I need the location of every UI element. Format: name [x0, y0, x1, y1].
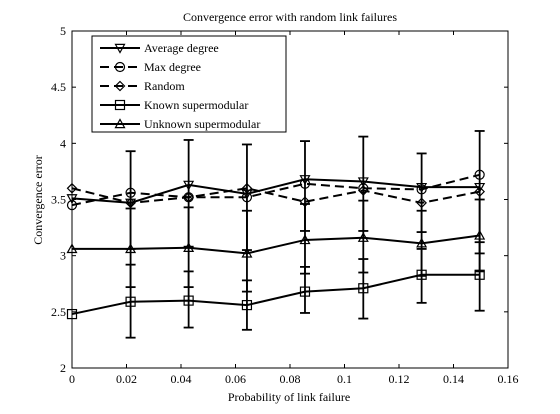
marker-random-6 — [416, 197, 427, 209]
y-tick-label-3: 3.5 — [51, 193, 66, 207]
legend-marker-unknown-supermodular — [114, 118, 126, 129]
marker-unknown-supermodular-2 — [183, 242, 195, 253]
series-markers-group — [66, 169, 486, 320]
x-tick-label-8: 0.16 — [498, 372, 519, 386]
marker-unknown-supermodular-1 — [125, 243, 137, 254]
series-line-average-degree — [71, 178, 480, 204]
legend-marker-random — [114, 80, 126, 92]
x-tick-label-0: 0 — [69, 372, 75, 386]
axes-group: 0 0.02 0.04 0.06 0.08 0.1 0.12 0.14 0.16 2 2.5 3 3.5… — [51, 24, 519, 386]
marker-random-3 — [241, 182, 253, 194]
chart-title: Convergence error with random link failu… — [183, 10, 397, 24]
legend-label-max-degree: Max degree — [144, 60, 201, 74]
legend-marker-max-degree — [114, 61, 126, 73]
series-line-max-degree — [71, 173, 480, 207]
x-tick-label-3: 0.06 — [225, 372, 246, 386]
legend: Average degree Max degree Random Known supe… — [91, 35, 287, 133]
marker-average-degree-6 — [416, 182, 428, 193]
marker-random-5 — [357, 185, 369, 196]
marker-unknown-supermodular-6 — [416, 237, 428, 248]
series-line-known-supermodular — [71, 273, 480, 316]
legend-label-unknown-supermodular: Unknown supermodular — [144, 117, 260, 131]
series-lines-group — [71, 173, 480, 316]
marker-known-supermodular-6 — [416, 269, 427, 280]
legend-label-average-degree: Average degree — [144, 41, 219, 55]
marker-unknown-supermodular-3 — [241, 247, 253, 258]
x-tick-label-1: 0.02 — [116, 372, 137, 386]
series-line-random — [71, 187, 480, 204]
y-tick-label-0: 2 — [60, 361, 66, 375]
marker-random-2 — [183, 191, 194, 203]
x-tick-label-4: 0.08 — [280, 372, 301, 386]
legend-label-random: Random — [144, 79, 185, 93]
marker-max-degree-1 — [125, 187, 136, 198]
marker-max-degree-6 — [416, 184, 427, 195]
marker-known-supermodular-2 — [183, 295, 194, 306]
legend-marker-known-supermodular — [114, 99, 126, 111]
marker-unknown-supermodular-4 — [299, 234, 311, 245]
marker-average-degree-2 — [183, 180, 195, 191]
marker-known-supermodular-4 — [299, 286, 311, 297]
marker-random-4 — [299, 196, 311, 208]
legend-marker-average-degree — [114, 43, 126, 54]
marker-known-supermodular-3 — [241, 299, 253, 311]
marker-known-supermodular-5 — [358, 283, 369, 294]
y-axis-label: Convergence error — [31, 155, 45, 244]
marker-average-degree-3 — [241, 189, 253, 200]
y-tick-label-2: 3 — [60, 249, 66, 263]
x-tick-label-2: 0.04 — [171, 372, 192, 386]
legend-label-known-supermodular: Known supermodular — [144, 98, 248, 112]
marker-max-degree-7 — [474, 169, 485, 180]
x-tick-label-7: 0.14 — [443, 372, 464, 386]
marker-max-degree-4 — [299, 178, 311, 189]
marker-random-7 — [474, 186, 486, 197]
marker-average-degree-5 — [357, 177, 369, 188]
x-tick-label-5: 0.1 — [337, 372, 352, 386]
y-tick-label-4: 4 — [60, 136, 66, 150]
marker-max-degree-5 — [358, 183, 369, 194]
marker-random-1 — [125, 197, 136, 209]
marker-known-supermodular-1 — [125, 296, 136, 307]
marker-average-degree-1 — [125, 198, 137, 209]
marker-unknown-supermodular-5 — [357, 231, 369, 242]
error-bars-group — [125, 130, 485, 339]
series-line-unknown-supermodular — [72, 234, 480, 255]
x-axis-label: Probability of link failure — [228, 390, 350, 404]
x-tick-label-6: 0.12 — [389, 372, 410, 386]
legend-box — [91, 35, 287, 133]
marker-average-degree-7 — [474, 182, 486, 193]
marker-unknown-supermodular-7 — [474, 229, 486, 240]
y-tick-label-5: 4.5 — [51, 80, 66, 94]
marker-known-supermodular-7 — [474, 269, 485, 280]
y-tick-label-1: 2.5 — [51, 305, 66, 319]
y-tick-label-6: 5 — [60, 24, 66, 38]
